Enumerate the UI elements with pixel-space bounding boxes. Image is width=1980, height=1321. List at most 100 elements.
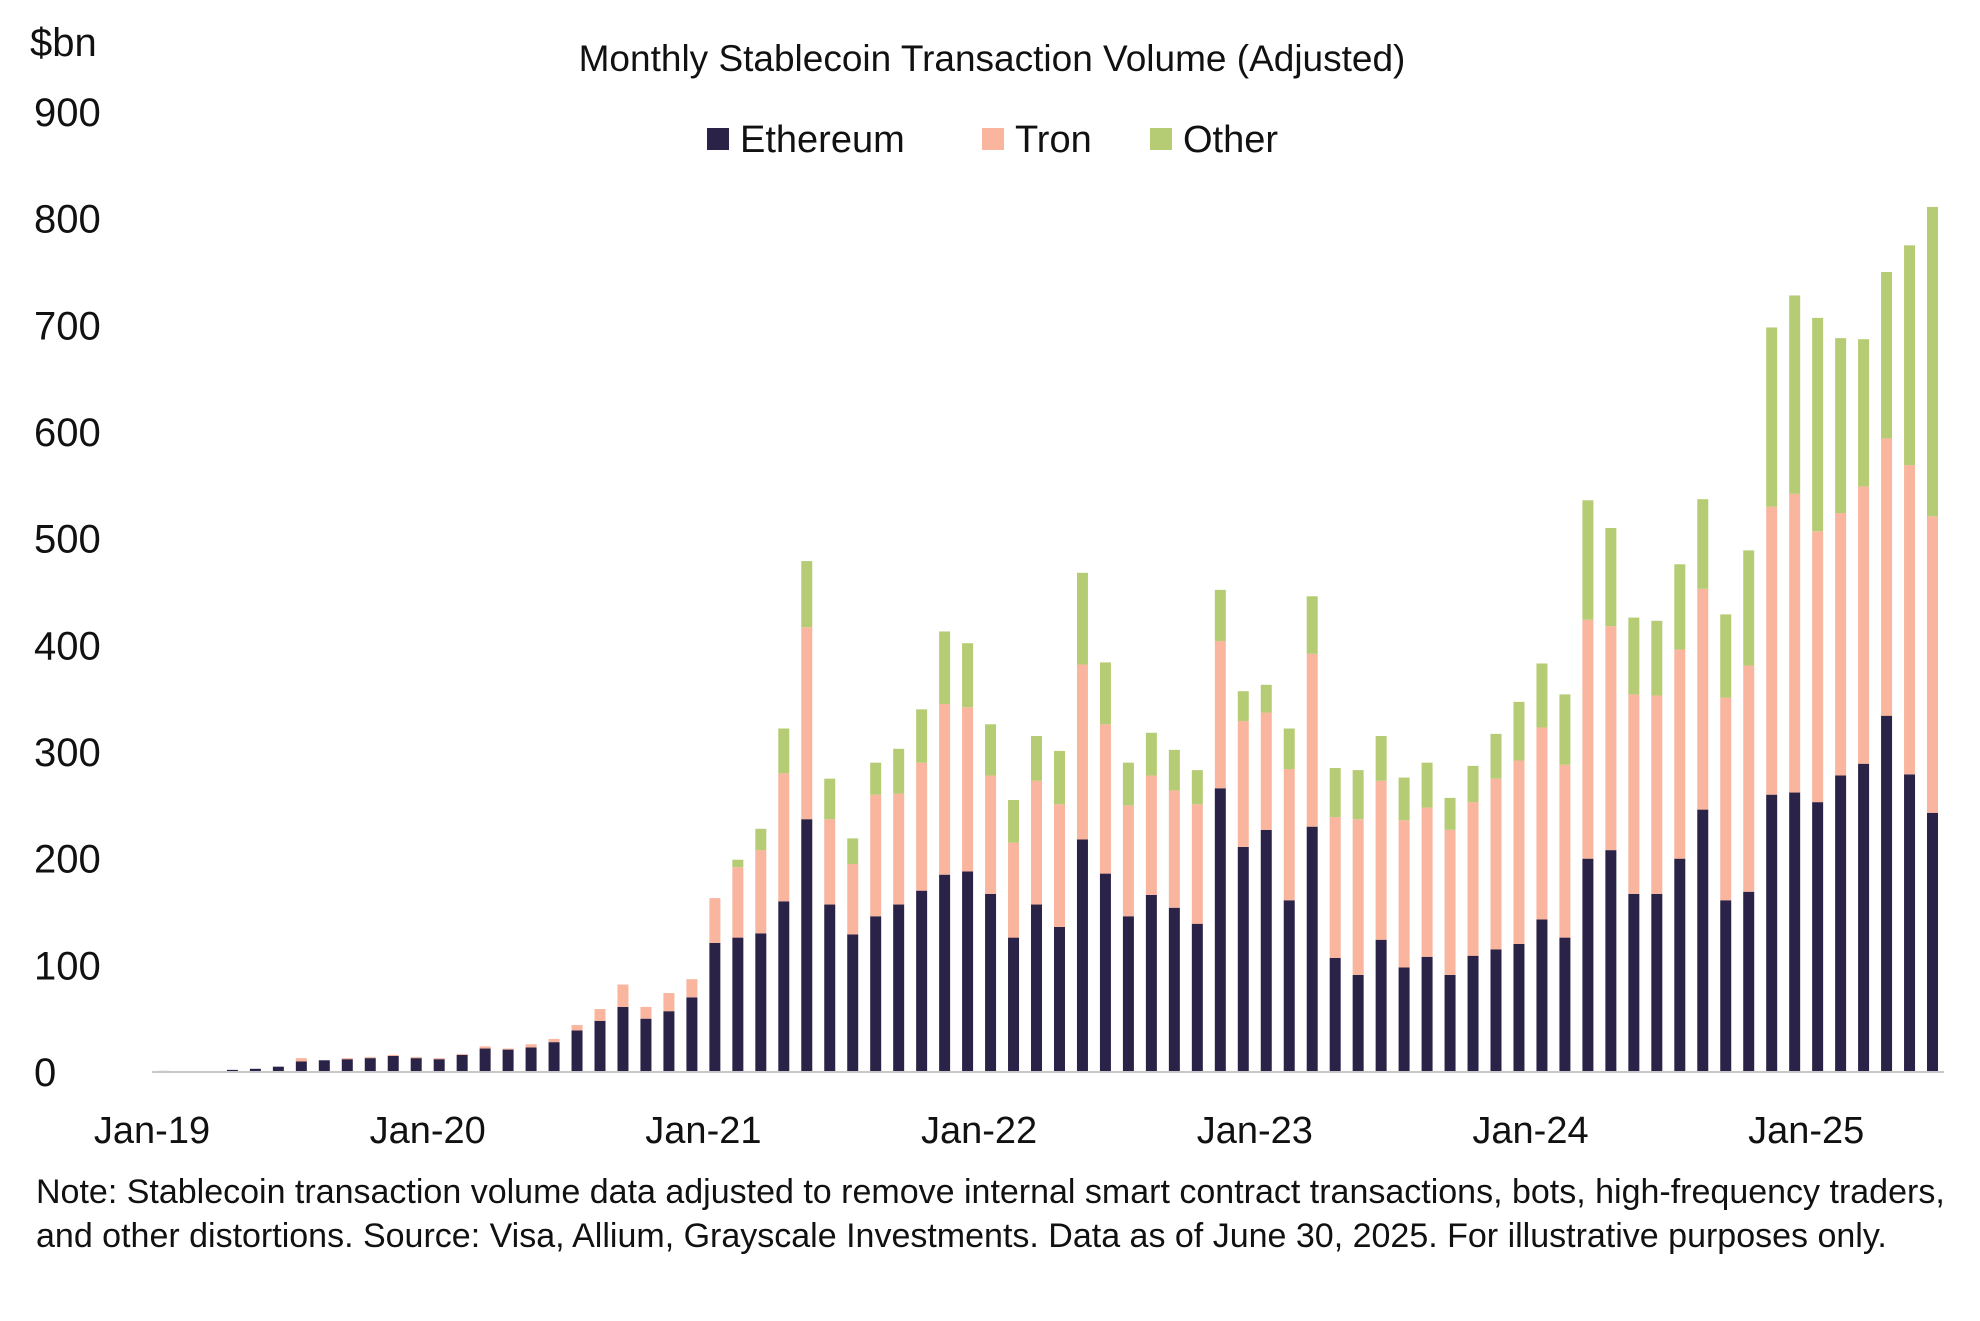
bar-segment-ethereum bbox=[1421, 956, 1433, 1072]
bar-segment-other bbox=[1904, 245, 1916, 466]
legend-label-tron: Tron bbox=[1015, 119, 1092, 161]
legend-swatch-ethereum bbox=[707, 128, 729, 150]
y-tick-label: 500 bbox=[34, 518, 101, 562]
bar-segment-ethereum bbox=[226, 1069, 238, 1072]
bar-segment-ethereum bbox=[1835, 775, 1847, 1072]
x-tick-label: Jan-20 bbox=[370, 1110, 486, 1152]
bar-segment-ethereum bbox=[1858, 763, 1870, 1072]
bar-segment-ethereum bbox=[1743, 891, 1755, 1072]
y-tick-label: 600 bbox=[34, 411, 101, 455]
bar-segment-ethereum bbox=[985, 893, 997, 1072]
bar-segment-tron bbox=[1858, 486, 1870, 764]
y-tick-label: 800 bbox=[34, 198, 101, 242]
bar-segment-ethereum bbox=[1927, 812, 1939, 1072]
bar-segment-tron bbox=[1421, 807, 1433, 957]
bar-segment-ethereum bbox=[1651, 893, 1663, 1072]
bar-segment-ethereum bbox=[1168, 907, 1180, 1072]
bar-segment-other bbox=[755, 828, 767, 851]
bar-segment-ethereum bbox=[479, 1048, 491, 1072]
bar-segment-tron bbox=[479, 1046, 491, 1049]
bar-segment-ethereum bbox=[1674, 858, 1686, 1072]
bar-segment-tron bbox=[1329, 817, 1341, 958]
bar-segment-ethereum bbox=[1214, 788, 1226, 1072]
bar-segment-tron bbox=[801, 627, 813, 820]
bar-segment-other bbox=[1674, 564, 1686, 650]
bar-segment-other bbox=[1513, 701, 1525, 761]
bar-segment-tron bbox=[571, 1025, 583, 1031]
bar-segment-other bbox=[1881, 272, 1893, 439]
bar-segment-tron bbox=[1283, 769, 1295, 901]
bar-segment-tron bbox=[1237, 721, 1249, 847]
bar-segment-other bbox=[1237, 691, 1249, 722]
bar-segment-ethereum bbox=[1053, 926, 1065, 1072]
x-tick-label: Jan-24 bbox=[1472, 1110, 1588, 1152]
bar-segment-ethereum bbox=[1031, 904, 1043, 1072]
y-tick-label: 300 bbox=[34, 731, 101, 775]
y-tick-label: 100 bbox=[34, 944, 101, 988]
bar-segment-tron bbox=[663, 993, 675, 1012]
bar-segment-tron bbox=[525, 1044, 537, 1048]
bar-segment-other bbox=[1444, 797, 1456, 830]
bar-segment-other bbox=[1053, 750, 1065, 805]
bar-segment-ethereum bbox=[295, 1061, 307, 1072]
bar-segment-tron bbox=[1904, 465, 1916, 775]
bar-segment-tron bbox=[1214, 641, 1226, 789]
bar-segment-other bbox=[893, 748, 905, 794]
bar-segment-ethereum bbox=[1444, 974, 1456, 1072]
bar-segment-ethereum bbox=[617, 1006, 629, 1072]
bar-segment-other bbox=[1789, 295, 1801, 494]
bar-segment-ethereum bbox=[364, 1058, 376, 1072]
bar-segment-ethereum bbox=[1260, 829, 1272, 1072]
bar-segment-ethereum bbox=[318, 1060, 330, 1072]
bar-segment-tron bbox=[985, 775, 997, 894]
bar-segment-ethereum bbox=[1076, 839, 1088, 1072]
bar-segment-tron bbox=[1168, 790, 1180, 908]
bar-segment-ethereum bbox=[801, 819, 813, 1072]
bar-segment-other bbox=[847, 838, 859, 864]
x-tick-label: Jan-19 bbox=[94, 1110, 210, 1152]
bar-segment-ethereum bbox=[1329, 957, 1341, 1072]
bar-segment-ethereum bbox=[939, 874, 951, 1072]
bar-segment-tron bbox=[1122, 805, 1134, 917]
bar-segment-other bbox=[801, 561, 813, 628]
bar-segment-tron bbox=[594, 1009, 606, 1021]
chart-title: Monthly Stablecoin Transaction Volume (A… bbox=[579, 38, 1406, 79]
bar-segment-ethereum bbox=[778, 901, 790, 1072]
bar-segment-other bbox=[962, 643, 974, 708]
bar-segment-ethereum bbox=[1237, 846, 1249, 1072]
chart-footnote: Note: Stablecoin transaction volume data… bbox=[36, 1173, 1945, 1255]
bar-segment-ethereum bbox=[1306, 826, 1318, 1072]
bar-segment-other bbox=[1743, 550, 1755, 666]
bar-segment-other bbox=[870, 762, 882, 795]
bar-segment-other bbox=[1835, 338, 1847, 514]
bar-segment-ethereum bbox=[1375, 939, 1387, 1072]
bar-segment-tron bbox=[870, 794, 882, 917]
bar-segment-tron bbox=[1536, 727, 1548, 920]
bar-segment-ethereum bbox=[525, 1047, 537, 1072]
bar-segment-other bbox=[1375, 736, 1387, 781]
bar-segment-other bbox=[1490, 733, 1502, 779]
bar-segment-tron bbox=[916, 762, 928, 891]
bar-segment-tron bbox=[893, 793, 905, 905]
bar-segment-tron bbox=[755, 850, 767, 934]
bar-segment-tron bbox=[686, 979, 698, 998]
bar-segment-other bbox=[1651, 620, 1663, 696]
bar-segment-tron bbox=[732, 867, 744, 938]
bar-segment-ethereum bbox=[502, 1049, 514, 1072]
legend-swatch-other bbox=[1150, 128, 1172, 150]
bar-segment-ethereum bbox=[962, 871, 974, 1072]
bar-segment-ethereum bbox=[571, 1030, 583, 1072]
bar-segment-tron bbox=[847, 864, 859, 935]
bar-segment-tron bbox=[1145, 775, 1157, 895]
bar-segment-tron bbox=[364, 1057, 376, 1059]
bar-segment-other bbox=[1467, 765, 1479, 803]
bar-segment-tron bbox=[1651, 695, 1663, 894]
bar-segment-tron bbox=[1812, 531, 1824, 803]
y-tick-label: 700 bbox=[34, 304, 101, 348]
bar-segment-ethereum bbox=[663, 1011, 675, 1072]
bar-segment-ethereum bbox=[1099, 873, 1111, 1072]
bar-segment-other bbox=[1858, 339, 1870, 487]
y-tick-label: 900 bbox=[34, 91, 101, 135]
bar-segment-tron bbox=[1835, 513, 1847, 776]
